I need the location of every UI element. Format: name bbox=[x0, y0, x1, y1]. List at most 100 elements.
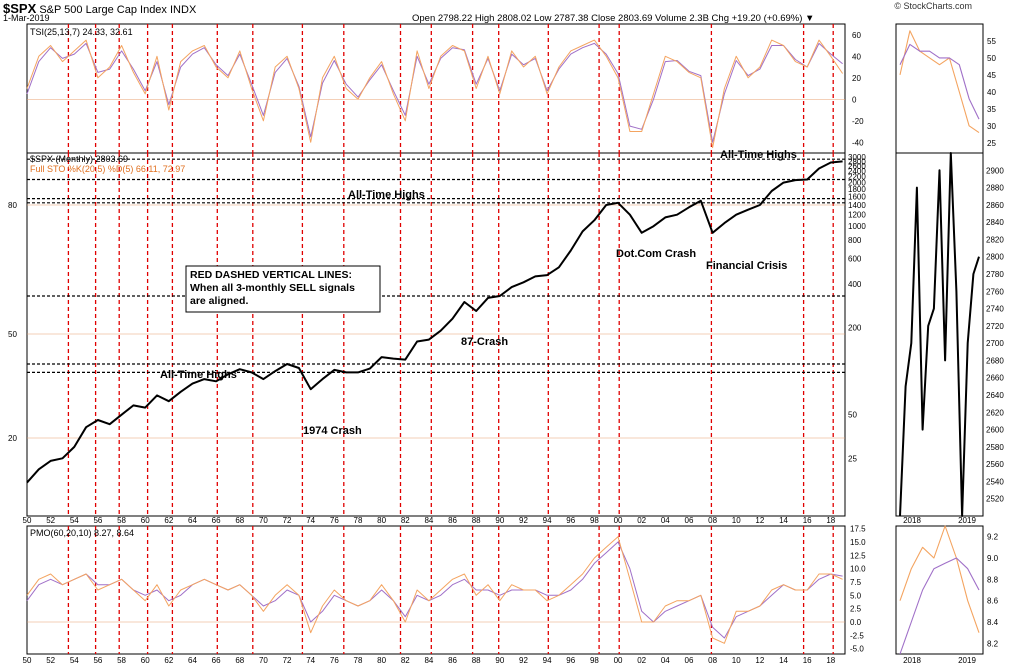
exchange: INDX bbox=[170, 4, 197, 16]
pmo-legend: PMO(60,20,10) 8.27, 8.64 bbox=[30, 528, 134, 538]
x-tick-label: 18 bbox=[826, 516, 835, 525]
price-zoom-axis-tick: 2720 bbox=[986, 322, 1004, 331]
pmo-zoom-axis-tick: 8.8 bbox=[987, 575, 999, 584]
price-zoom-axis-tick: 2660 bbox=[986, 374, 1004, 383]
annotation-ath-1980: All-Time Highs bbox=[348, 189, 425, 201]
zoom-x-tick-label-pmo: 2018 bbox=[903, 656, 921, 665]
x-tick-label-pmo: 66 bbox=[212, 656, 221, 665]
pmo-axis-tick: -2.5 bbox=[850, 631, 864, 640]
price-zoom-axis-tick: 2800 bbox=[986, 253, 1004, 262]
price-axis-tick: 2200 bbox=[848, 173, 866, 182]
x-tick-label-pmo: 90 bbox=[495, 656, 504, 665]
symbol: $SPX bbox=[3, 1, 37, 16]
price-axis-tick: 1400 bbox=[848, 201, 866, 210]
annotation-87-crash: 87-Crash bbox=[461, 336, 508, 348]
chart-date: 1-Mar-2019 bbox=[3, 13, 50, 23]
x-tick-label: 16 bbox=[803, 516, 812, 525]
tsi-panel bbox=[26, 23, 846, 154]
x-tick-label-pmo: 86 bbox=[448, 656, 457, 665]
open-value: 2798.22 bbox=[437, 13, 473, 24]
price-axis-tick: 600 bbox=[848, 254, 862, 263]
tsi-axis-tick: -20 bbox=[852, 117, 864, 126]
x-tick-label: 74 bbox=[306, 516, 315, 525]
callout-line-1: RED DASHED VERTICAL LINES: bbox=[190, 269, 352, 281]
price-zoom-panel bbox=[895, 152, 984, 517]
x-tick-label: 06 bbox=[685, 516, 694, 525]
x-tick-label-pmo: 68 bbox=[235, 656, 244, 665]
pmo-axis-tick: 10.0 bbox=[850, 565, 866, 574]
pmo-axis-tick: 12.5 bbox=[850, 551, 866, 560]
pmo-axis-tick: 15.0 bbox=[850, 538, 866, 547]
x-tick-label-pmo: 74 bbox=[306, 656, 315, 665]
price-axis-tick: 200 bbox=[848, 323, 862, 332]
price-axis-tick: 1200 bbox=[848, 211, 866, 220]
callout-box bbox=[185, 265, 381, 313]
price-axis-tick: 1600 bbox=[848, 193, 866, 202]
x-tick-label-pmo: 04 bbox=[661, 656, 670, 665]
x-tick-label-pmo: 82 bbox=[401, 656, 410, 665]
x-tick-label-pmo: 16 bbox=[803, 656, 812, 665]
x-tick-label: 92 bbox=[519, 516, 528, 525]
price-axis-tick: 1000 bbox=[848, 222, 866, 231]
ohlc-readout: Open 2798.22 High 2808.02 Low 2787.38 Cl… bbox=[412, 13, 814, 24]
pmo-axis-tick: 0.0 bbox=[850, 618, 862, 627]
annotation-financial-crisis: Financial Crisis bbox=[706, 260, 787, 272]
volume-label: Volume bbox=[655, 13, 687, 24]
callout-line-2: When all 3-monthly SELL signals bbox=[190, 282, 355, 294]
tsi-zoom-axis-tick: 35 bbox=[987, 105, 996, 114]
index-name: S&P 500 Large Cap Index bbox=[39, 4, 167, 16]
x-tick-label: 52 bbox=[46, 516, 55, 525]
x-tick-label: 02 bbox=[637, 516, 646, 525]
x-tick-label: 12 bbox=[755, 516, 764, 525]
price-legend: $SPX (Monthly) 2803.69 bbox=[30, 154, 128, 164]
close-label: Close bbox=[591, 13, 616, 24]
x-tick-label-pmo: 72 bbox=[283, 656, 292, 665]
tsi-axis-tick: 0 bbox=[852, 95, 857, 104]
tsi-zoom-line-0 bbox=[899, 30, 980, 134]
x-tick-label-pmo: 50 bbox=[23, 656, 32, 665]
x-tick-label: 66 bbox=[212, 516, 221, 525]
x-tick-label: 88 bbox=[472, 516, 481, 525]
x-tick-label: 00 bbox=[614, 516, 623, 525]
x-tick-label: 54 bbox=[70, 516, 79, 525]
x-tick-label-pmo: 56 bbox=[93, 656, 102, 665]
pmo-axis-tick: 17.5 bbox=[850, 525, 866, 534]
price-zoom-line-0 bbox=[899, 152, 980, 517]
price-axis-tick: 2600 bbox=[848, 162, 866, 171]
x-tick-label-pmo: 12 bbox=[755, 656, 764, 665]
axes-layer: 50 50 52 52 54 54 56 56 58 58 60 60 62 62 64 64 66 66 68 68… bbox=[8, 31, 1004, 665]
x-tick-label-pmo: 88 bbox=[472, 656, 481, 665]
x-tick-label: 84 bbox=[424, 516, 433, 525]
zoom-x-tick-label: 2019 bbox=[958, 516, 976, 525]
open-label: Open bbox=[412, 13, 436, 24]
pmo-zoom-axis-tick: 9.2 bbox=[987, 533, 999, 542]
price-zoom-axis-tick: 2820 bbox=[986, 235, 1004, 244]
tsi-zoom-axis-tick: 40 bbox=[987, 88, 996, 97]
pmo-axis-tick: 7.5 bbox=[850, 578, 862, 587]
price-axis-tick: 3000 bbox=[848, 153, 866, 162]
price-zoom-axis-tick: 2780 bbox=[986, 270, 1004, 279]
volume-value: 2.3B bbox=[689, 13, 709, 24]
tsi-zoom-axis-tick: 45 bbox=[987, 71, 996, 80]
pmo-zoom-axis-tick: 8.4 bbox=[987, 618, 999, 627]
x-tick-label: 50 bbox=[23, 516, 32, 525]
tsi-legend: TSI(25,13,7) 24.33, 32.61 bbox=[30, 27, 133, 37]
x-tick-label-pmo: 76 bbox=[330, 656, 339, 665]
chg-value: +19.20 (+0.69%) bbox=[731, 13, 803, 24]
price-zoom-axis-tick: 2700 bbox=[986, 339, 1004, 348]
annotation-dotcom: Dot.Com Crash bbox=[616, 248, 696, 260]
x-tick-label: 56 bbox=[93, 516, 102, 525]
x-tick-label-pmo: 78 bbox=[354, 656, 363, 665]
pmo-zoom-panel bbox=[895, 525, 984, 655]
x-tick-label: 96 bbox=[566, 516, 575, 525]
x-tick-label-pmo: 92 bbox=[519, 656, 528, 665]
x-tick-label: 76 bbox=[330, 516, 339, 525]
price-zoom-axis-tick: 2880 bbox=[986, 184, 1004, 193]
close-value: 2803.69 bbox=[618, 13, 653, 24]
price-zoom-axis-tick: 2640 bbox=[986, 391, 1004, 400]
price-zoom-axis-tick: 2520 bbox=[986, 495, 1004, 504]
price-zoom-axis-tick: 2740 bbox=[986, 305, 1004, 314]
tsi-axis-tick: 60 bbox=[852, 31, 861, 40]
sto-axis-tick: 50 bbox=[8, 330, 17, 339]
